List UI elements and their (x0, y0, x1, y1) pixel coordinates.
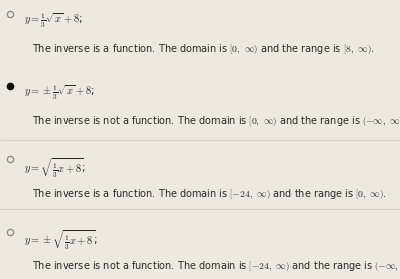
Text: The inverse is not a function. The domain is $\left[-24,\ \infty\right)$ and the: The inverse is not a function. The domai… (32, 259, 400, 273)
Text: The inverse is not a function. The domain is $\left[0,\ \infty\right)$ and the r: The inverse is not a function. The domai… (32, 114, 400, 128)
Text: The inverse is a function. The domain is $\left[0,\ \infty\right)$ and the range: The inverse is a function. The domain is… (32, 42, 374, 56)
Text: $y = \frac{1}{3}\sqrt{x} + 8$;: $y = \frac{1}{3}\sqrt{x} + 8$; (24, 11, 83, 30)
Text: The inverse is a function. The domain is $\left[-24,\ \infty\right)$ and the ran: The inverse is a function. The domain is… (32, 187, 387, 201)
Text: $y = \sqrt{\frac{1}{3}x + 8}$;: $y = \sqrt{\frac{1}{3}x + 8}$; (24, 156, 86, 180)
Text: $y = \pm\sqrt{\frac{1}{3}x + 8}$;: $y = \pm\sqrt{\frac{1}{3}x + 8}$; (24, 229, 98, 252)
Text: $y = \pm\frac{1}{3}\sqrt{x} + 8$;: $y = \pm\frac{1}{3}\sqrt{x} + 8$; (24, 84, 94, 102)
